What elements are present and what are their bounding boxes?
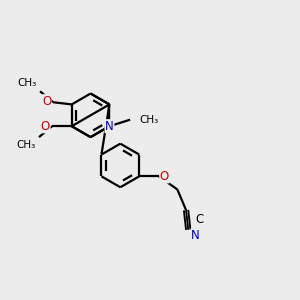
Text: CH₃: CH₃: [139, 115, 158, 125]
Text: N: N: [105, 120, 114, 133]
Text: O: O: [41, 120, 50, 133]
Text: C: C: [195, 213, 203, 226]
Text: CH₃: CH₃: [18, 78, 37, 88]
Text: O: O: [42, 95, 51, 108]
Text: CH₃: CH₃: [17, 140, 36, 150]
Text: O: O: [160, 170, 169, 183]
Text: N: N: [191, 229, 200, 242]
